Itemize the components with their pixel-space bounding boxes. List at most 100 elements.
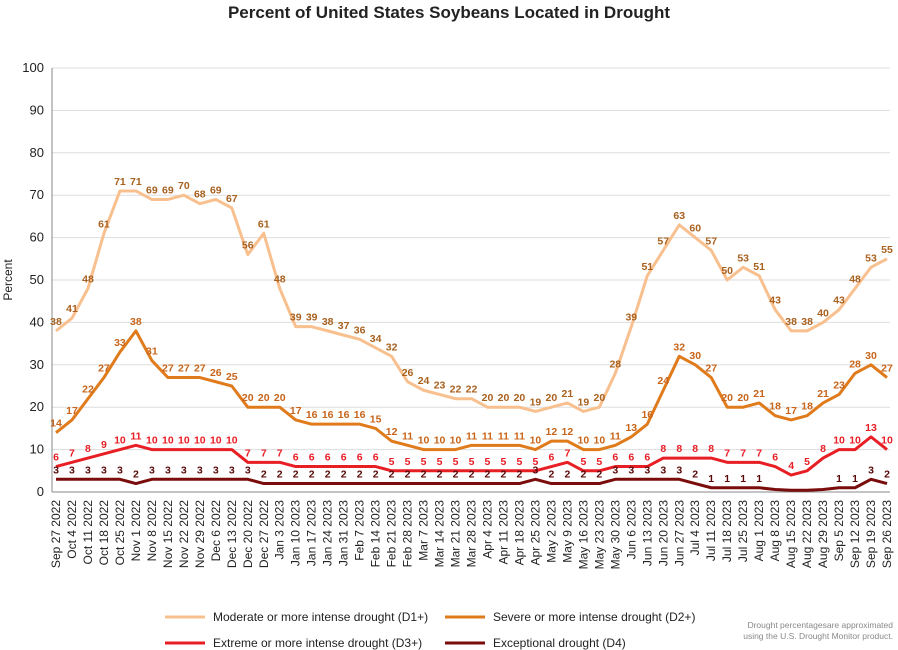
data-label: 7 — [277, 447, 283, 459]
data-label: 3 — [628, 464, 634, 476]
data-label: 3 — [213, 464, 219, 476]
x-tick-label: May 16 2023 — [576, 500, 590, 570]
data-label: 26 — [402, 367, 414, 379]
data-label: 21 — [753, 388, 765, 400]
y-tick-label: 70 — [30, 187, 44, 202]
data-label: 2 — [564, 469, 570, 481]
data-label: 2 — [421, 469, 427, 481]
data-label: 2 — [580, 469, 586, 481]
data-label: 19 — [530, 396, 542, 408]
data-label: 39 — [290, 312, 302, 324]
data-label: 38 — [50, 316, 62, 328]
legend-label: Extreme or more intense drought (D3+) — [213, 636, 422, 650]
x-tick-label: Dec 13 2022 — [225, 500, 239, 568]
data-label: 2 — [469, 469, 475, 481]
x-tick-label: Sep 12 2023 — [848, 500, 862, 568]
x-tick-label: Jun 13 2023 — [640, 500, 654, 566]
data-label: 20 — [594, 392, 606, 404]
data-label: 3 — [149, 464, 155, 476]
data-label: 20 — [546, 392, 558, 404]
x-tick-label: Feb 21 2023 — [385, 500, 399, 568]
x-tick-label: Sep 19 2023 — [864, 500, 878, 568]
x-tick-label: Jun 6 2023 — [624, 500, 638, 560]
data-label: 32 — [673, 341, 685, 353]
data-label: 3 — [245, 464, 251, 476]
data-label: 10 — [881, 435, 893, 447]
data-label: 20 — [482, 392, 494, 404]
data-label: 13 — [865, 422, 877, 434]
data-label: 30 — [865, 350, 877, 362]
legend-label: Severe or more intense drought (D2+) — [493, 610, 695, 624]
data-label: 11 — [402, 430, 413, 442]
data-label: 39 — [306, 312, 318, 324]
data-label: 10 — [178, 435, 190, 447]
data-label: 11 — [498, 430, 509, 442]
data-label: 48 — [82, 273, 94, 285]
data-label: 2 — [293, 469, 299, 481]
legend-label: Moderate or more intense drought (D1+) — [213, 610, 428, 624]
data-label: 27 — [705, 363, 717, 375]
data-label: 53 — [737, 252, 749, 264]
data-label: 2 — [453, 469, 459, 481]
data-label: 11 — [610, 430, 621, 442]
data-label: 7 — [245, 447, 251, 459]
x-tick-label: Nov 29 2022 — [193, 500, 207, 568]
data-label: 7 — [261, 447, 267, 459]
data-label: 2 — [309, 469, 315, 481]
x-tick-label: Jul 18 2023 — [720, 500, 734, 562]
data-label: 5 — [533, 456, 539, 468]
x-tick-label: Nov 22 2022 — [177, 500, 191, 568]
x-tick-label: Feb 7 2023 — [353, 500, 367, 561]
data-label: 17 — [290, 405, 302, 417]
y-tick-label: 20 — [30, 399, 44, 414]
series-line — [55, 435, 888, 477]
legend-label: Exceptional drought (D4) — [493, 636, 626, 650]
x-tick-label: Oct 25 2022 — [113, 500, 127, 566]
data-label: 3 — [676, 464, 682, 476]
data-label: 10 — [578, 435, 590, 447]
chart-title: Percent of United States Soybeans Locate… — [228, 3, 670, 22]
data-label: 6 — [357, 452, 363, 464]
data-label: 24 — [418, 375, 430, 387]
data-label: 5 — [453, 456, 459, 468]
data-label: 1 — [756, 473, 762, 485]
data-label: 6 — [548, 452, 554, 464]
data-label: 1 — [708, 473, 714, 485]
data-label: 2 — [692, 469, 698, 481]
data-label: 43 — [769, 295, 781, 307]
data-label: 10 — [114, 435, 126, 447]
data-label: 3 — [69, 464, 75, 476]
data-label: 3 — [117, 464, 123, 476]
data-label: 3 — [868, 464, 874, 476]
data-label: 12 — [562, 426, 574, 438]
data-label: 38 — [130, 316, 142, 328]
data-label: 20 — [721, 392, 733, 404]
x-tick-label: Mar 28 2023 — [465, 500, 479, 568]
data-label: 28 — [849, 358, 861, 370]
data-label: 10 — [146, 435, 158, 447]
data-label: 3 — [53, 464, 59, 476]
x-tick-label: Nov 15 2022 — [161, 500, 175, 568]
x-tick-label: Jul 25 2023 — [736, 500, 750, 562]
x-tick-label: Jan 31 2023 — [337, 500, 351, 566]
data-label: 2 — [437, 469, 443, 481]
data-label: 2 — [277, 469, 283, 481]
y-tick-label: 80 — [30, 145, 44, 160]
data-label: 18 — [769, 401, 781, 413]
data-label: 1 — [724, 473, 730, 485]
data-label: 51 — [753, 261, 765, 273]
data-label: 31 — [146, 346, 158, 358]
data-label: 5 — [804, 456, 810, 468]
data-label: 8 — [85, 443, 91, 455]
data-label: 2 — [501, 469, 507, 481]
x-tick-label: Oct 11 2022 — [81, 500, 95, 565]
data-label: 10 — [594, 435, 606, 447]
data-label: 3 — [165, 464, 171, 476]
data-label: 11 — [514, 430, 525, 442]
data-label: 10 — [226, 435, 238, 447]
data-label: 3 — [181, 464, 187, 476]
y-tick-label: 90 — [30, 102, 44, 117]
data-label: 10 — [210, 435, 222, 447]
x-tick-label: Dec 20 2022 — [241, 500, 255, 568]
data-label: 8 — [820, 443, 826, 455]
